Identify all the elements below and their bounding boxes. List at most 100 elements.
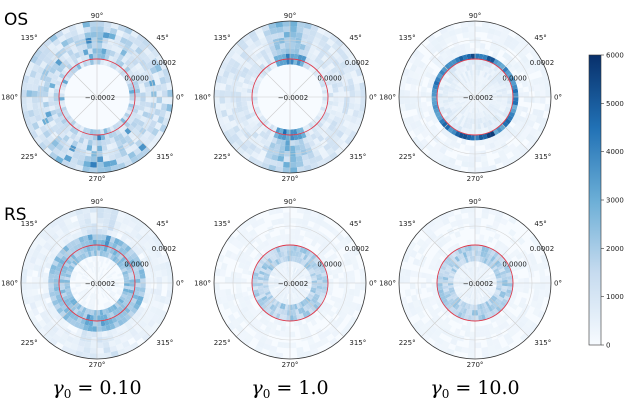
heat-cell bbox=[492, 34, 500, 42]
heat-cell bbox=[125, 265, 133, 271]
heat-cell bbox=[42, 91, 49, 97]
heat-cell bbox=[452, 295, 459, 301]
heat-cell bbox=[475, 272, 478, 278]
heat-cell bbox=[262, 312, 269, 320]
heat-cell bbox=[137, 120, 145, 128]
heat-cell bbox=[488, 84, 495, 90]
polar-frame bbox=[398, 206, 552, 360]
heat-cell bbox=[124, 51, 132, 60]
heat-cell bbox=[252, 279, 258, 283]
heat-cell bbox=[529, 136, 539, 146]
heat-cell bbox=[292, 293, 295, 299]
heat-cell bbox=[402, 67, 410, 77]
heat-cell bbox=[317, 112, 324, 119]
heat-cell bbox=[443, 273, 450, 278]
heat-cell bbox=[529, 322, 539, 332]
heat-cell bbox=[262, 60, 269, 68]
heat-cell bbox=[330, 66, 338, 74]
heat-cell bbox=[329, 33, 339, 43]
heat-cell bbox=[330, 109, 337, 116]
heat-cell bbox=[510, 80, 517, 86]
heat-cell bbox=[352, 247, 361, 256]
heat-cell bbox=[126, 118, 134, 125]
heat-cell bbox=[151, 136, 161, 146]
heat-cell bbox=[459, 73, 465, 79]
heat-cell bbox=[300, 285, 306, 288]
heat-cell bbox=[124, 283, 130, 287]
heat-cell bbox=[259, 137, 267, 145]
heat-cell bbox=[294, 292, 298, 299]
heat-cell bbox=[130, 143, 139, 152]
heat-cell bbox=[97, 320, 102, 327]
heat-cell bbox=[442, 279, 448, 283]
heat-cell bbox=[480, 284, 486, 287]
heat-cell bbox=[416, 141, 426, 151]
heat-cell bbox=[507, 279, 513, 283]
heat-cell bbox=[127, 310, 135, 318]
heat-cell bbox=[487, 137, 494, 144]
heat-cell bbox=[466, 53, 472, 60]
heat-cell bbox=[58, 72, 66, 80]
heat-cell bbox=[348, 54, 358, 64]
heat-cell bbox=[62, 51, 70, 60]
heat-cell bbox=[135, 299, 143, 307]
heat-cell bbox=[53, 274, 60, 280]
heat-cell bbox=[479, 285, 485, 290]
heat-cell bbox=[247, 270, 254, 276]
heat-cell bbox=[521, 324, 530, 333]
heat-cell bbox=[321, 300, 329, 308]
heat-cell bbox=[229, 119, 238, 128]
heat-cell bbox=[427, 82, 434, 89]
heat-cell bbox=[243, 295, 250, 302]
heat-cell bbox=[476, 107, 479, 114]
heat-cell bbox=[269, 263, 275, 270]
heat-cell bbox=[428, 109, 435, 116]
heat-cell bbox=[492, 314, 500, 322]
heat-cell bbox=[487, 247, 493, 255]
heat-cell bbox=[296, 59, 302, 66]
heat-cell bbox=[248, 143, 257, 152]
heat-cell bbox=[275, 60, 281, 67]
heat-cell bbox=[133, 333, 142, 342]
angle-tick-label: 180° bbox=[194, 94, 211, 102]
heat-cell bbox=[113, 321, 121, 329]
heat-cell bbox=[486, 267, 492, 273]
heat-cell bbox=[155, 130, 165, 140]
heat-cell bbox=[154, 108, 161, 116]
heat-cell bbox=[475, 245, 479, 251]
heat-cell bbox=[101, 42, 108, 50]
heat-cell bbox=[103, 160, 111, 168]
heat-cell bbox=[425, 143, 434, 152]
heat-cell bbox=[38, 133, 47, 142]
heat-cell bbox=[465, 100, 471, 104]
heat-cell bbox=[286, 272, 289, 278]
heat-cell bbox=[301, 33, 309, 40]
heat-cell bbox=[464, 303, 469, 309]
heat-cell bbox=[314, 340, 324, 349]
heat-cell bbox=[286, 283, 290, 288]
heat-cell bbox=[33, 264, 40, 272]
heat-cell bbox=[444, 293, 452, 299]
heat-cell bbox=[490, 263, 496, 270]
heat-cell bbox=[154, 121, 163, 131]
heat-cell bbox=[82, 313, 88, 320]
heat-cell bbox=[506, 85, 513, 91]
heat-cell bbox=[485, 285, 491, 288]
heat-cell bbox=[93, 278, 97, 283]
heat-cell bbox=[284, 42, 290, 49]
heat-cell bbox=[131, 244, 139, 253]
heat-cell bbox=[359, 82, 366, 91]
heat-cell bbox=[484, 287, 491, 291]
heat-cell bbox=[112, 296, 118, 303]
heat-cell bbox=[53, 97, 60, 102]
heat-cell bbox=[462, 251, 468, 258]
heat-cell bbox=[63, 217, 73, 226]
heat-cell bbox=[508, 155, 518, 165]
heat-cell bbox=[475, 97, 480, 101]
heat-cell bbox=[501, 276, 508, 281]
heat-cell bbox=[453, 124, 460, 131]
heat-cell bbox=[130, 29, 140, 39]
heat-cell bbox=[475, 239, 480, 246]
heat-cell bbox=[268, 249, 275, 256]
heat-cell bbox=[102, 155, 110, 162]
